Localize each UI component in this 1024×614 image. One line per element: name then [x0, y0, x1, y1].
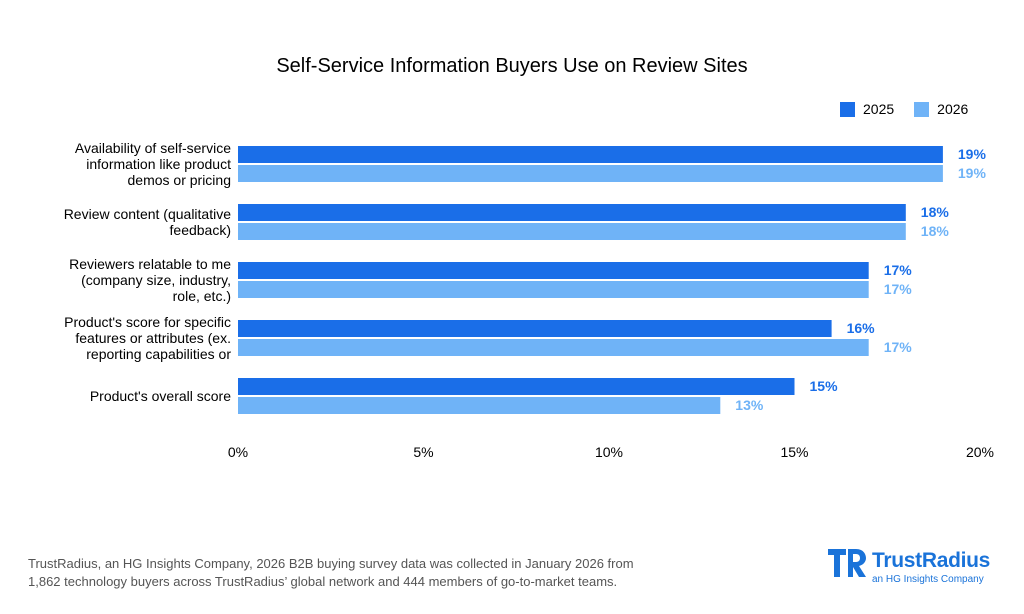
category-label-line: Product's overall score [89, 388, 231, 404]
bar-2025-2 [238, 262, 869, 279]
data-label-2026-0: 19% [958, 165, 987, 181]
category-label-line: reporting capabilities or [86, 346, 231, 362]
data-label-2025-0: 19% [958, 146, 987, 162]
data-label-2025-1: 18% [921, 204, 950, 220]
legend-label-2025: 2025 [863, 101, 895, 117]
legend-swatch-2026 [914, 101, 930, 117]
bar-2026-2 [238, 281, 869, 298]
category-label-4: Product's overall score [31, 388, 231, 404]
bar-2026-3 [238, 339, 869, 356]
x-tick-label: 15% [780, 444, 808, 460]
bar-2025-3 [238, 320, 832, 337]
category-label-3: Product's score for specific features or … [31, 314, 231, 362]
logo-tagline: an HG Insights Company [872, 574, 984, 585]
footer-note: TrustRadius, an HG Insights Company, 202… [28, 555, 728, 591]
x-tick-label: 0% [228, 444, 248, 460]
footer-line-1: TrustRadius, an HG Insights Company, 202… [28, 556, 634, 571]
legend-swatch-2025 [840, 101, 855, 117]
bar-2026-4 [238, 397, 721, 414]
bar-2026-0 [238, 165, 943, 182]
category-label-2: Reviewers relatable to me (company size, … [31, 256, 231, 304]
trustradius-logo-icon [828, 549, 866, 577]
legend-item-2026: 2026 [914, 101, 968, 117]
legend-item-2025: 2025 [840, 101, 894, 117]
bar-2025-1 [238, 204, 906, 221]
data-label-2025-4: 15% [810, 378, 839, 394]
legend: 2025 2026 [840, 101, 988, 117]
x-tick-label: 10% [595, 444, 623, 460]
data-label-2026-3: 17% [884, 339, 913, 355]
category-label-line: Product's score for specific [64, 314, 231, 330]
category-label-0: Availability of self-service information … [31, 140, 231, 188]
category-label-line: Review content (qualitative [63, 206, 231, 222]
footer-line-2: 1,862 technology buyers across TrustRadi… [28, 574, 618, 589]
data-label-2026-2: 17% [884, 281, 913, 297]
x-tick-label: 5% [413, 444, 433, 460]
category-label-1: Review content (qualitative feedback) [31, 206, 231, 238]
legend-label-2026: 2026 [937, 101, 969, 117]
category-label-line: Availability of self-service [74, 140, 231, 156]
data-label-2025-3: 16% [847, 320, 876, 336]
data-label-2026-4: 13% [735, 397, 764, 413]
chart-title: Self-Service Information Buyers Use on R… [276, 55, 748, 77]
category-label-line: information like product [86, 156, 231, 172]
category-label-line: features or attributes (ex. [75, 330, 231, 346]
x-tick-label: 20% [966, 444, 994, 460]
trustradius-logo: TrustRadius an HG Insights Company [826, 546, 1006, 588]
bar-2026-1 [238, 223, 906, 240]
logo-name: TrustRadius [872, 549, 991, 572]
bar-2025-4 [238, 378, 795, 395]
bar-2025-0 [238, 146, 943, 163]
category-label-line: (company size, industry, [81, 272, 231, 288]
data-label-2026-1: 18% [921, 223, 950, 239]
category-label-line: demos or pricing [127, 172, 232, 188]
category-label-line: feedback) [169, 222, 231, 238]
category-label-line: Reviewers relatable to me [69, 256, 231, 272]
data-label-2025-2: 17% [884, 262, 913, 278]
bar-chart: 19% 19% 18% 18% 17% 17% 16% 17% 15% 13% 0% 5% 10% 15%… [228, 146, 994, 460]
category-label-line: role, etc.) [172, 288, 231, 304]
